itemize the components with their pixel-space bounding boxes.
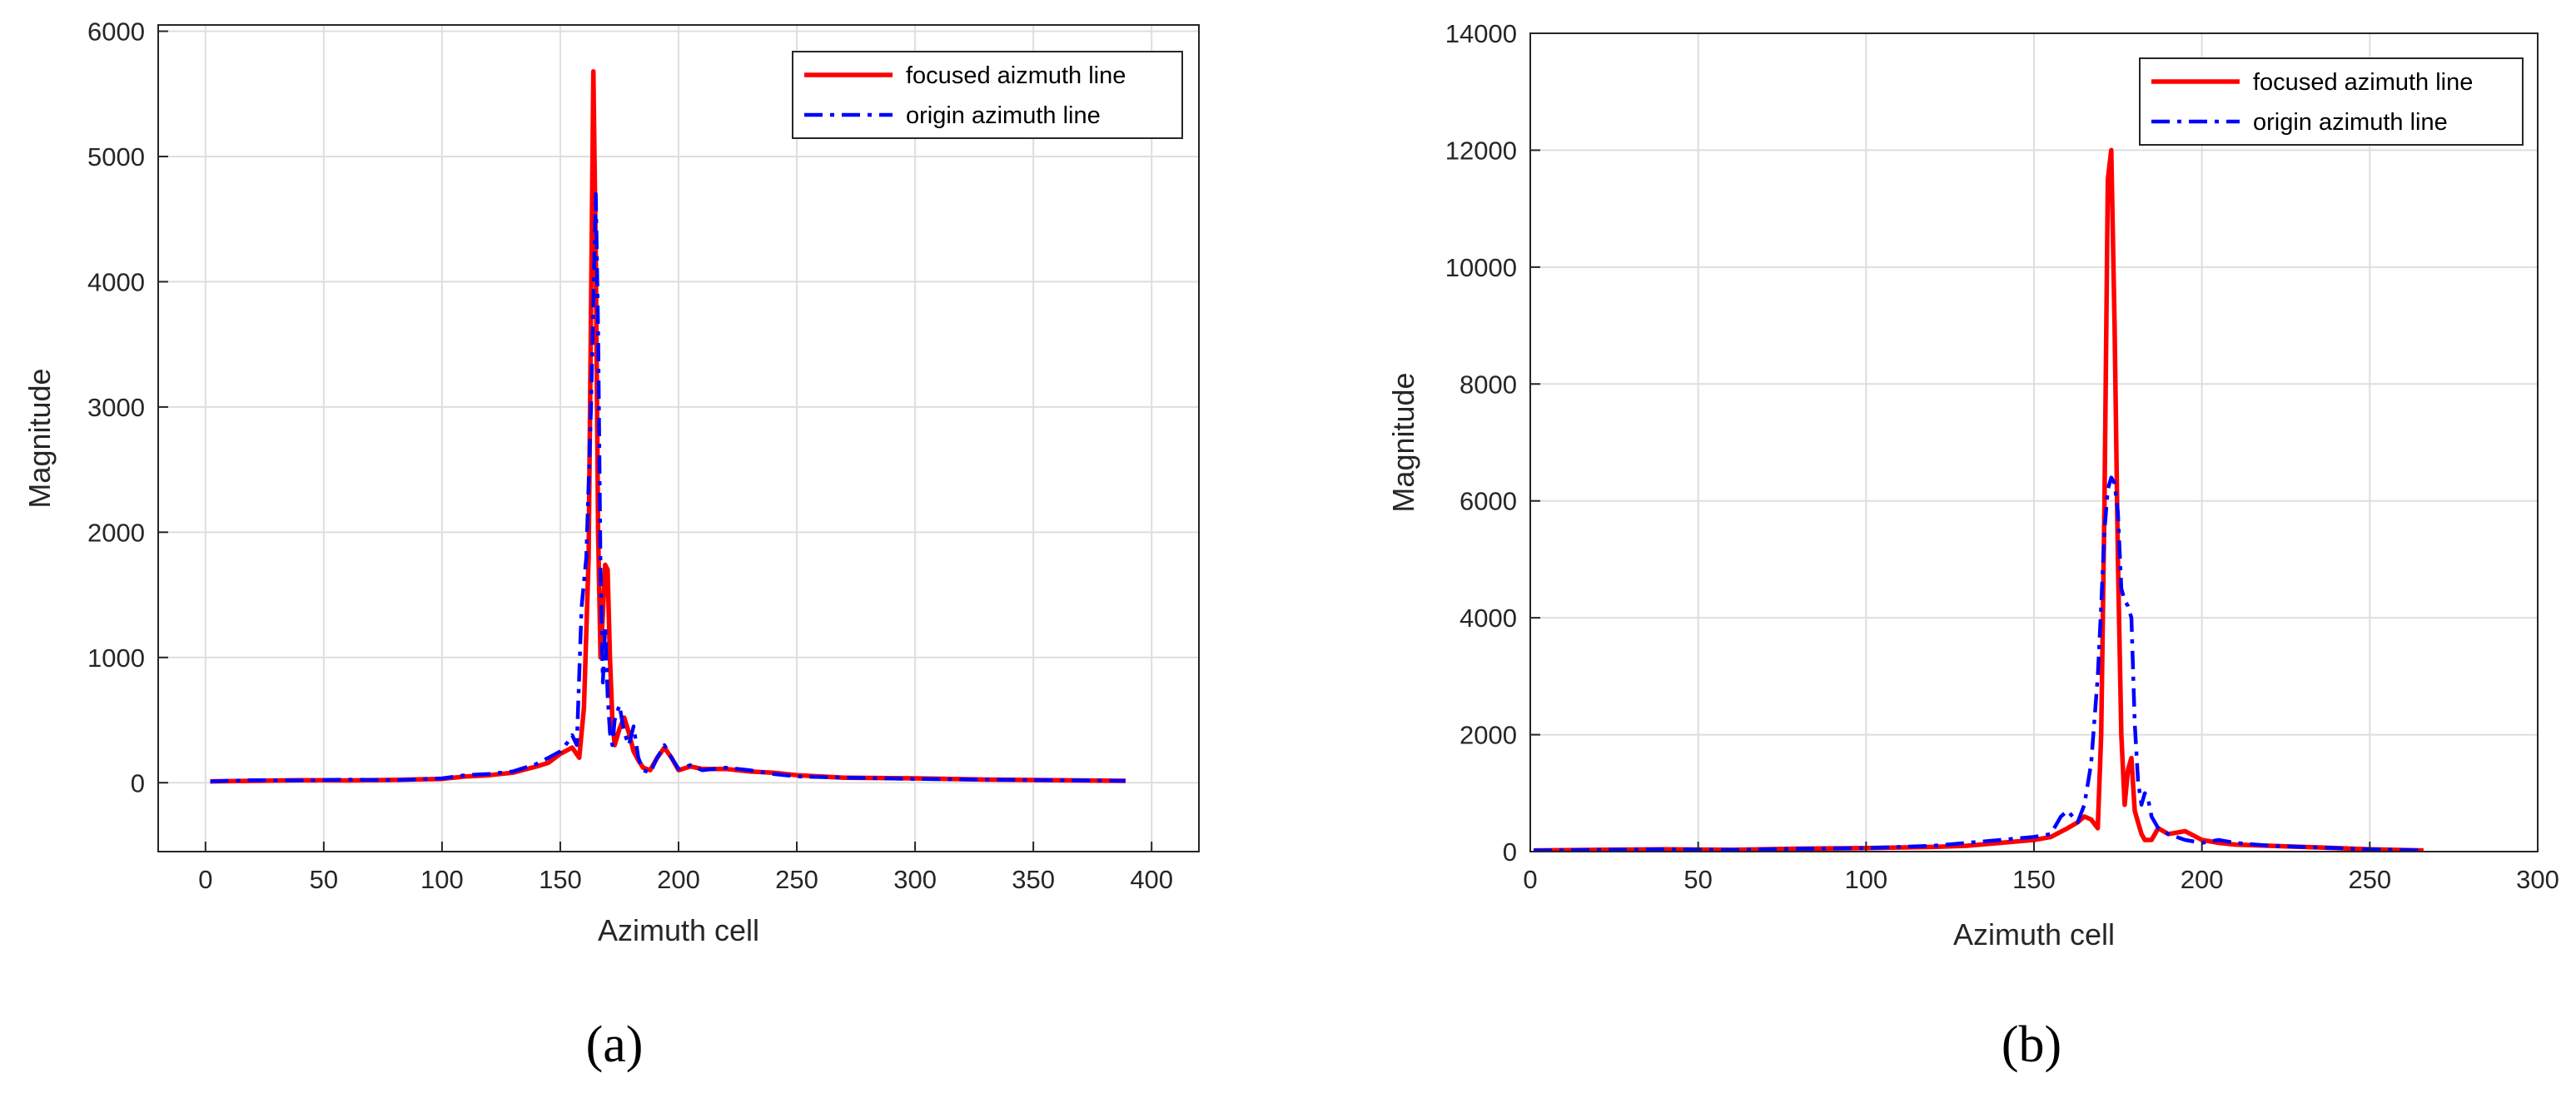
x-tick-label: 0 [1523,865,1537,894]
x-tick-label: 350 [1012,865,1055,894]
y-tick-label: 8000 [1460,370,1517,399]
y-axis-title: Magnitude [1386,372,1420,512]
y-tick-label: 0 [131,768,145,797]
x-tick-label: 100 [1844,865,1887,894]
x-axis-title: Azimuth cell [1953,917,2115,951]
y-tick-label: 0 [1503,837,1517,867]
legend: focused aizmuth line origin azimuth line [792,51,1183,139]
x-tick-label: 200 [657,865,700,894]
chart-panel-b: 0 50 100 150 200 250 300 0 2000 4000 6000 8000 10000… [1386,19,2559,1073]
x-tick-label: 50 [310,865,338,894]
x-tick-label: 300 [893,865,937,894]
x-tick-label: 150 [539,865,582,894]
y-tick-label: 2000 [1460,721,1517,750]
y-tick-label: 10000 [1445,253,1517,282]
legend-box [2139,57,2524,146]
legend: focused azimuth line origin azimuth line [2139,57,2524,146]
x-tick-label: 300 [2516,865,2559,894]
series-line-origin [210,191,1126,783]
series-line-focused [1533,147,2424,852]
y-tick-label: 6000 [87,17,145,47]
chart-panel-a: 0 50 100 150 200 250 300 350 4000100020003000400… [22,17,1200,1073]
x-tick-label: 200 [2181,865,2224,894]
series-line-origin [1533,475,2424,852]
y-tick-label: 2000 [87,518,145,547]
legend-label-focused: focused azimuth line [2253,69,2473,96]
y-tick-label: 14000 [1445,19,1517,48]
y-tick-label: 5000 [87,142,145,171]
x-tick-label: 50 [1683,865,1712,894]
x-tick-label: 100 [420,865,464,894]
y-tick-label: 6000 [1460,487,1517,516]
legend-label-origin: origin azimuth line [906,102,1101,129]
panel-label: (b) [2002,1016,2061,1073]
y-tick-label: 1000 [87,643,145,673]
x-tick-label: 150 [2012,865,2056,894]
panel-label: (a) [586,1016,644,1073]
x-tick-label: 0 [198,865,212,894]
x-tick-label: 250 [2348,865,2391,894]
x-tick-label: 250 [775,865,818,894]
legend-box [792,51,1183,139]
y-tick-label: 3000 [87,393,145,422]
y-tick-label: 4000 [1460,604,1517,633]
y-tick-label: 12000 [1445,136,1517,165]
x-axis-title: Azimuth cell [598,913,759,947]
x-tick-label: 400 [1130,865,1173,894]
legend-label-origin: origin azimuth line [2253,109,2448,136]
y-axis-title: Magnitude [22,368,57,508]
y-tick-label: 4000 [87,267,145,296]
legend-label-focused: focused aizmuth line [906,62,1126,89]
